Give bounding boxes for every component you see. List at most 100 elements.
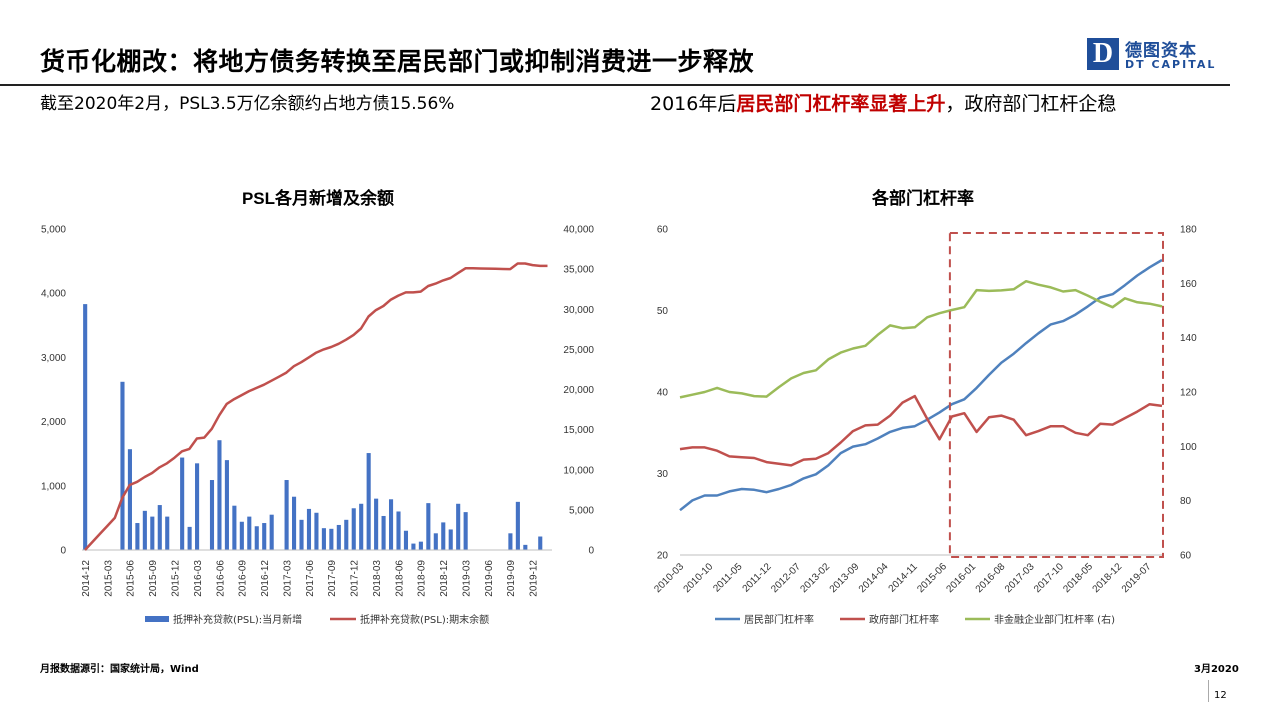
right-subtitle: 2016年后居民部门杠杆率显著上升，政府部门杠杆企稳 bbox=[650, 89, 1116, 116]
government-leverage-line bbox=[679, 394, 1163, 467]
psl-monthly-bar bbox=[359, 503, 364, 550]
right-axis-tick: 5,000 bbox=[569, 505, 594, 516]
household-leverage-line bbox=[679, 258, 1163, 512]
left-axis-tick: 50 bbox=[657, 306, 669, 317]
psl-monthly-bar bbox=[523, 544, 528, 550]
psl-chart: PSL各月新增及余额 5,000 4,000 3,000 2,000 1,000 0 40… bbox=[41, 188, 594, 626]
right-subtitle-post: ，政府部门杠杆企稳 bbox=[945, 93, 1117, 115]
footer-divider bbox=[1208, 680, 1209, 702]
right-subtitle-highlight: 居民部门杠杆率显著上升 bbox=[736, 93, 946, 115]
psl-monthly-bar bbox=[135, 523, 140, 550]
right-subtitle-pre: 2016年后 bbox=[650, 93, 737, 115]
right-axis-tick: 80 bbox=[1180, 496, 1192, 507]
highlight-box-rect bbox=[948, 232, 1164, 558]
psl-x-axis: 2014-12 2015-03 2015-06 2015-09 2015-12 2016-… bbox=[81, 560, 540, 597]
psl-line-series bbox=[84, 262, 548, 551]
psl-monthly-bar bbox=[269, 514, 274, 550]
right-axis-tick: 120 bbox=[1180, 388, 1197, 399]
psl-monthly-bar bbox=[224, 460, 229, 550]
x-axis-tick: 2016-06 bbox=[215, 560, 226, 597]
left-axis-tick: 1,000 bbox=[41, 481, 66, 492]
x-axis-tick: 2010-10 bbox=[682, 561, 716, 595]
x-axis-tick: 2017-03 bbox=[1003, 561, 1037, 595]
x-axis-tick: 2018-09 bbox=[417, 560, 428, 597]
psl-monthly-bar bbox=[83, 304, 88, 550]
psl-monthly-bar bbox=[426, 503, 431, 550]
legend-corporate-label: 非金融企业部门杠杆率 (右) bbox=[994, 613, 1115, 626]
psl-monthly-bar bbox=[195, 463, 200, 550]
leverage-right-axis: 180 160 140 120 100 80 60 bbox=[1180, 225, 1197, 562]
psl-monthly-bar bbox=[262, 523, 267, 550]
right-axis-tick: 35,000 bbox=[563, 265, 594, 276]
psl-monthly-bar bbox=[508, 533, 513, 550]
right-axis-tick: 15,000 bbox=[563, 425, 594, 436]
right-axis-tick: 100 bbox=[1180, 442, 1197, 453]
left-axis-tick: 3,000 bbox=[41, 353, 66, 364]
left-axis-tick: 20 bbox=[657, 551, 669, 562]
psl-monthly-bar bbox=[157, 505, 162, 550]
psl-monthly-bar bbox=[456, 503, 461, 550]
legend-household-label: 居民部门杠杆率 bbox=[744, 613, 814, 626]
legend-government-label: 政府部门杠杆率 bbox=[869, 613, 939, 626]
x-axis-tick: 2018-06 bbox=[394, 560, 405, 597]
x-axis-tick: 2016-01 bbox=[945, 561, 979, 595]
x-axis-tick: 2018-12 bbox=[439, 560, 450, 597]
x-axis-tick: 2016-08 bbox=[974, 561, 1008, 595]
leverage-x-axis: 2010-032010-102011-052011-122012-072013-… bbox=[652, 561, 1153, 595]
x-axis-tick: 2018-05 bbox=[1061, 561, 1095, 595]
psl-monthly-bar bbox=[433, 533, 438, 550]
leverage-chart: 各部门杠杆率 60 50 40 30 20 180 160 140 120 100 80 60 20… bbox=[652, 188, 1197, 626]
psl-monthly-bar bbox=[403, 530, 409, 550]
leverage-chart-title: 各部门杠杆率 bbox=[871, 188, 974, 208]
psl-monthly-bar bbox=[142, 510, 147, 550]
psl-monthly-bar bbox=[336, 524, 341, 550]
psl-monthly-bar bbox=[441, 522, 446, 550]
x-axis-tick: 2019-06 bbox=[484, 560, 495, 597]
data-source-note: 月报数据源引：国家统计局，Wind bbox=[40, 664, 199, 675]
psl-monthly-bar bbox=[344, 519, 349, 550]
psl-monthly-bar bbox=[515, 501, 520, 550]
psl-monthly-bar bbox=[254, 526, 259, 550]
psl-monthly-bar bbox=[448, 529, 453, 550]
right-axis-tick: 40,000 bbox=[563, 225, 594, 236]
psl-monthly-bar bbox=[374, 498, 379, 550]
x-axis-tick: 2018-12 bbox=[1091, 561, 1125, 595]
x-axis-tick: 2017-12 bbox=[350, 560, 361, 597]
x-axis-tick: 2011-05 bbox=[711, 561, 745, 595]
psl-monthly-bar bbox=[299, 519, 304, 550]
psl-monthly-bar bbox=[180, 457, 185, 550]
legend-bar-swatch bbox=[145, 616, 169, 622]
psl-monthly-bar bbox=[411, 543, 416, 550]
psl-monthly-bar bbox=[321, 528, 326, 550]
right-axis-tick: 60 bbox=[1180, 551, 1192, 562]
psl-monthly-bar bbox=[463, 512, 468, 550]
right-axis-tick: 25,000 bbox=[563, 345, 594, 356]
psl-monthly-bar bbox=[127, 449, 132, 550]
psl-balance-line bbox=[84, 262, 548, 551]
x-axis-tick: 2015-03 bbox=[103, 560, 114, 597]
logo-chinese-name: 德图资本 bbox=[1125, 41, 1197, 61]
title-divider bbox=[0, 84, 1230, 86]
psl-monthly-bar bbox=[150, 516, 155, 550]
company-logo: D 德图资本 DT CAPITAL bbox=[1087, 38, 1237, 74]
psl-monthly-bar bbox=[538, 536, 543, 550]
right-axis-tick: 140 bbox=[1180, 333, 1197, 344]
x-axis-tick: 2019-07 bbox=[1120, 561, 1154, 595]
x-axis-tick: 2014-12 bbox=[81, 560, 92, 597]
x-axis-tick: 2015-06 bbox=[915, 561, 949, 595]
right-axis-tick: 160 bbox=[1180, 279, 1197, 290]
psl-monthly-bar bbox=[366, 453, 371, 550]
left-axis-tick: 4,000 bbox=[41, 289, 66, 300]
x-axis-tick: 2016-12 bbox=[260, 560, 271, 597]
psl-monthly-bar bbox=[314, 512, 319, 550]
x-axis-tick: 2017-06 bbox=[305, 560, 316, 597]
legend-bar-label: 抵押补充贷款(PSL):当月新增 bbox=[173, 613, 302, 626]
x-axis-tick: 2015-06 bbox=[126, 560, 137, 597]
psl-monthly-bar bbox=[396, 511, 401, 550]
right-axis-tick: 0 bbox=[588, 546, 594, 557]
psl-monthly-bar bbox=[187, 526, 192, 550]
left-axis-tick: 0 bbox=[60, 546, 66, 557]
leverage-left-axis: 60 50 40 30 20 bbox=[657, 225, 669, 562]
left-subtitle: 截至2020年2月，PSL3.5万亿余额约占地方债15.56% bbox=[40, 94, 455, 114]
psl-monthly-bar bbox=[381, 515, 386, 550]
